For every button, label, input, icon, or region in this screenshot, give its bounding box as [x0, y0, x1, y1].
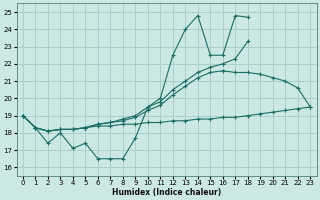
X-axis label: Humidex (Indice chaleur): Humidex (Indice chaleur) — [112, 188, 221, 197]
